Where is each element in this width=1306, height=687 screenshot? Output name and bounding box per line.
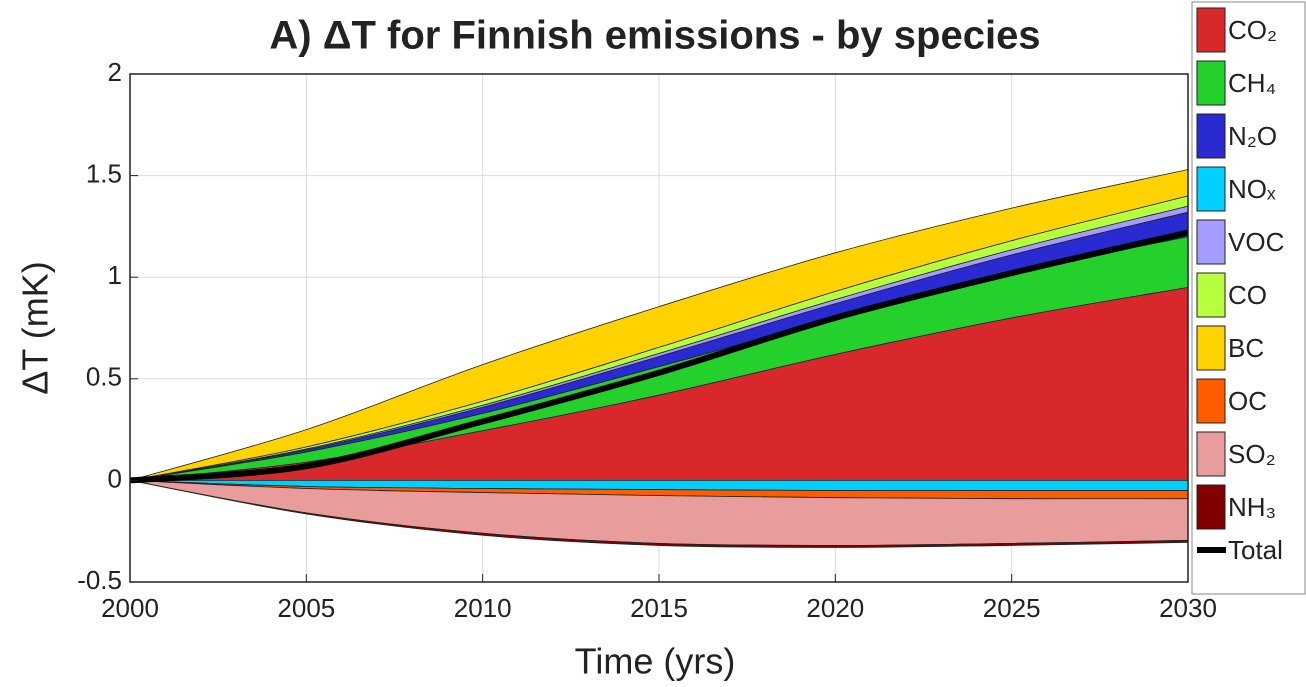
y-tick-label: -0.5 — [77, 565, 122, 595]
x-tick-label: 2015 — [630, 593, 688, 623]
legend-label: CH₄ — [1228, 68, 1276, 98]
legend-label: BC — [1228, 333, 1264, 363]
x-tick-label: 2030 — [1159, 593, 1217, 623]
x-tick-label: 2010 — [454, 593, 512, 623]
legend-label: NH₃ — [1228, 492, 1276, 522]
legend-label: NOₓ — [1228, 174, 1276, 204]
y-axis-label: ΔT (mK) — [15, 261, 56, 394]
legend-label: CO₂ — [1228, 15, 1277, 45]
x-tick-label: 2000 — [101, 593, 159, 623]
x-tick-label: 2025 — [983, 593, 1041, 623]
legend-swatch — [1196, 431, 1226, 477]
y-tick-label: 1.5 — [86, 158, 122, 188]
y-tick-label: 1 — [108, 260, 122, 290]
legend-swatch — [1196, 378, 1226, 424]
legend-label: Total — [1228, 535, 1283, 565]
legend-swatch — [1196, 219, 1226, 265]
legend-label: VOC — [1228, 227, 1284, 257]
legend-label: SO₂ — [1228, 439, 1276, 469]
legend-swatch — [1196, 60, 1226, 106]
x-tick-label: 2005 — [277, 593, 335, 623]
legend-label: N₂O — [1228, 121, 1277, 151]
legend-label: OC — [1228, 386, 1267, 416]
chart-title: A) ΔT for Finnish emissions - by species — [269, 14, 1040, 58]
total-line — [129, 229, 1189, 484]
legend-swatch — [1196, 113, 1226, 159]
x-axis-label: Time (yrs) — [575, 641, 736, 682]
legend-swatch — [1196, 166, 1226, 212]
legend-swatch — [1196, 325, 1226, 371]
x-tick-label: 2020 — [806, 593, 864, 623]
legend-swatch — [1196, 7, 1226, 53]
legend-swatch — [1196, 484, 1226, 530]
y-tick-label: 0 — [108, 463, 122, 493]
y-tick-label: 2 — [108, 57, 122, 87]
legend-swatch — [1196, 272, 1226, 318]
y-tick-label: 0.5 — [86, 362, 122, 392]
legend-label: CO — [1228, 280, 1267, 310]
